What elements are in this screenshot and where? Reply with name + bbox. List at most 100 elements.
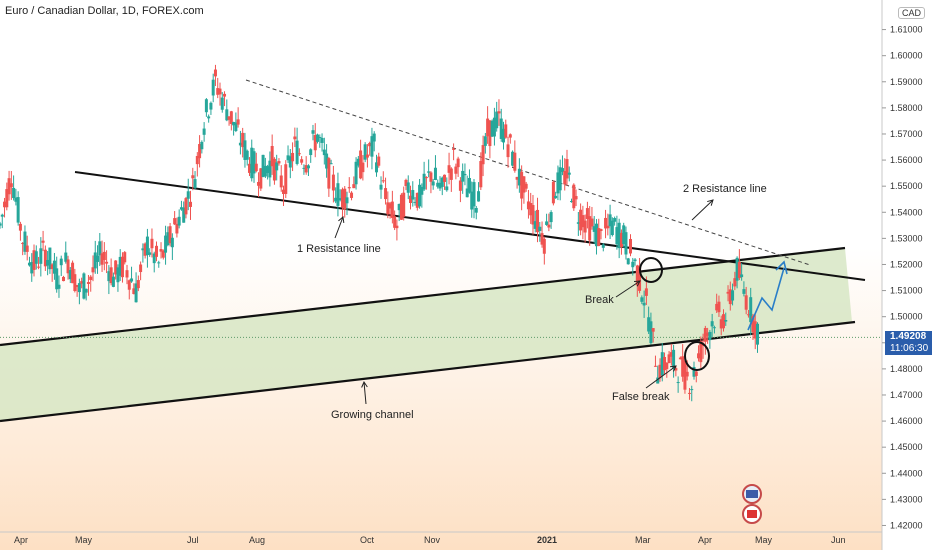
x-tick-label: Oct xyxy=(360,535,375,545)
candle-body xyxy=(710,321,714,327)
candle-body xyxy=(692,366,696,377)
candle-body xyxy=(613,218,617,222)
candle-body xyxy=(524,183,528,189)
candle-body xyxy=(644,288,648,296)
candle-body xyxy=(111,276,115,287)
candle-body xyxy=(261,154,265,177)
candle-body xyxy=(170,237,174,248)
candle-body xyxy=(186,191,190,199)
candle-body xyxy=(372,133,376,142)
candle-body xyxy=(499,118,503,139)
candle-body xyxy=(9,183,13,188)
candle-body xyxy=(198,144,202,159)
candle-body xyxy=(386,202,390,215)
candle-body xyxy=(16,197,20,223)
candle-body xyxy=(145,236,149,256)
candle-body xyxy=(506,144,510,158)
candle-body xyxy=(132,288,136,295)
candle-body xyxy=(27,262,31,266)
candle-body xyxy=(5,189,9,208)
candle-body xyxy=(418,184,422,207)
candle-body xyxy=(477,191,481,202)
candle-body xyxy=(48,247,52,270)
candle-body xyxy=(96,255,100,262)
candle-body xyxy=(608,214,612,227)
candle-body xyxy=(490,120,494,137)
candle-body xyxy=(266,166,270,174)
candle-body xyxy=(141,248,145,251)
candle-body xyxy=(98,241,102,256)
channel-lower-line xyxy=(0,320,856,423)
candle-body xyxy=(633,259,637,262)
candle-body xyxy=(318,136,322,138)
candle-body xyxy=(284,164,288,194)
y-tick-label: 1.57000 xyxy=(890,129,923,139)
candle-body xyxy=(606,225,610,229)
arrow-resistance-1 xyxy=(334,216,344,239)
candle-body xyxy=(467,177,471,193)
candle-body xyxy=(404,179,408,186)
candle-body xyxy=(724,320,728,322)
candle-body xyxy=(456,158,460,168)
candle-body xyxy=(458,180,462,191)
candle-body xyxy=(533,221,537,229)
channel-upper-line xyxy=(0,246,846,347)
candle-body xyxy=(377,156,381,166)
candle-body xyxy=(66,259,70,274)
candle-body xyxy=(540,233,544,245)
candle-body xyxy=(12,187,16,199)
candle-body xyxy=(80,281,84,284)
candle-body xyxy=(179,207,183,210)
candle-body xyxy=(672,349,676,369)
x-tick-label: 2021 xyxy=(537,535,557,545)
candle-body xyxy=(32,250,36,270)
candle-body xyxy=(272,158,276,181)
last-price-label: 1.49208 11:06:30 xyxy=(885,331,932,356)
currency-badge[interactable]: CAD xyxy=(898,7,926,19)
candle-body xyxy=(746,314,750,316)
candle-body xyxy=(202,128,206,135)
candle-body xyxy=(536,209,540,233)
candle-body xyxy=(89,276,93,280)
candle-body xyxy=(431,181,435,186)
candle-body xyxy=(68,270,72,280)
candle-body xyxy=(300,159,304,163)
candle-body xyxy=(565,159,569,179)
arrow-resistance-2-head xyxy=(707,199,714,206)
candle-body xyxy=(175,223,179,234)
candle-body xyxy=(107,271,111,282)
candle-body xyxy=(511,151,515,166)
candle-body xyxy=(697,353,701,359)
event-flags-icon[interactable] xyxy=(738,484,770,530)
candle-body xyxy=(159,249,163,252)
candle-body xyxy=(547,224,551,228)
candle-body xyxy=(470,191,474,210)
candle-body xyxy=(268,160,272,178)
candle-body xyxy=(361,162,365,173)
candle-body xyxy=(234,122,238,131)
candle-body xyxy=(592,226,596,232)
candle-body xyxy=(449,168,453,180)
y-tick-label: 1.51000 xyxy=(890,286,923,296)
arrow-channel-head xyxy=(361,380,368,388)
candle-body xyxy=(338,198,342,201)
x-tick-label: Jun xyxy=(831,535,846,545)
candle-body xyxy=(624,232,628,255)
candle-body xyxy=(597,228,601,247)
candle-body xyxy=(581,215,585,228)
candle-body xyxy=(409,195,413,203)
candle-body xyxy=(25,245,29,252)
candle-body xyxy=(522,176,526,193)
arrow-break-head xyxy=(633,280,641,287)
candle-body xyxy=(678,357,682,360)
growing-channel-band xyxy=(0,248,852,421)
y-tick-label: 1.46000 xyxy=(890,416,923,426)
candle-timer: 11:06:30 xyxy=(890,343,929,355)
candle-body xyxy=(218,88,222,95)
candle-body xyxy=(313,135,317,151)
y-tick-label: 1.59000 xyxy=(890,77,923,87)
candle-body xyxy=(690,389,694,391)
candle-body xyxy=(143,243,147,256)
arrow-resistance-2 xyxy=(691,199,714,221)
